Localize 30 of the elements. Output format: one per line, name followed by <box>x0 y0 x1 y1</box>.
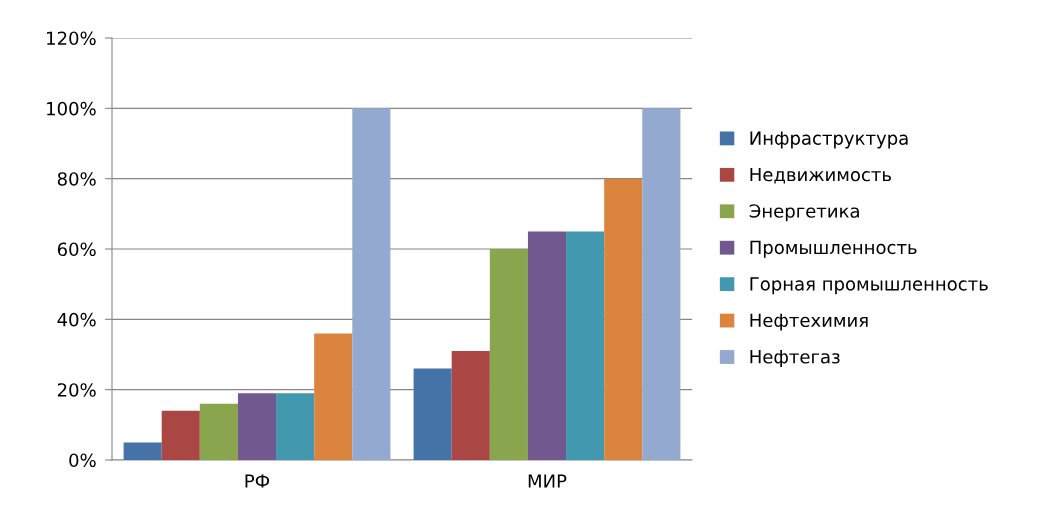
bar <box>237 393 277 460</box>
bar <box>527 231 567 460</box>
y-tick-label: 0% <box>69 453 96 468</box>
legend-label: Промышленность <box>750 240 917 258</box>
bar <box>642 108 681 460</box>
legend-label: Горная промышленность <box>750 277 988 295</box>
bar <box>489 249 528 460</box>
legend-label: Нефтехимия <box>750 313 868 331</box>
legend-label: Нефтегаз <box>750 350 840 368</box>
legend-label: Энергетика <box>749 204 859 222</box>
y-tick-label: 40% <box>57 312 96 327</box>
y-tick-label: 120% <box>47 31 96 46</box>
y-tick-label: 20% <box>57 383 96 397</box>
legend-label: Недвижимость <box>750 167 891 184</box>
bar <box>123 442 162 460</box>
bar <box>451 350 490 460</box>
bar <box>352 108 391 460</box>
y-tick-label: 100% <box>47 101 96 116</box>
x-tick-label: МИР <box>528 474 567 488</box>
bar <box>161 410 200 460</box>
bar <box>604 178 643 460</box>
bar <box>199 403 238 460</box>
bar <box>276 393 315 460</box>
bar <box>566 231 605 460</box>
y-tick-label: 60% <box>57 242 96 257</box>
bar <box>413 368 452 460</box>
x-tick-label: РФ <box>245 474 270 488</box>
bar <box>314 333 353 460</box>
y-tick-label: 80% <box>57 172 96 186</box>
legend-label: Инфраструктура <box>750 131 908 149</box>
